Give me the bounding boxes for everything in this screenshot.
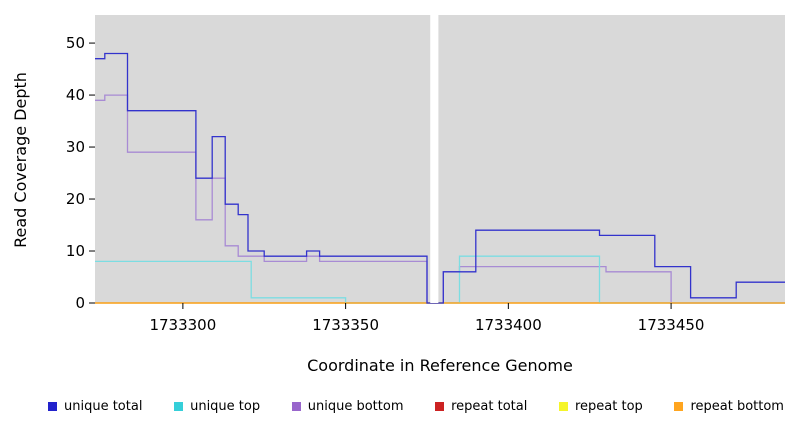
legend-label: repeat bottom: [690, 399, 784, 414]
legend-item-repeat-total: repeat total: [435, 399, 527, 414]
y-tick-label: 20: [66, 190, 85, 208]
plot-layers: 0 10 20 30 40 50 1733300 1733350 1733400 1733450: [66, 15, 785, 334]
legend-swatch-repeat-total: [435, 402, 445, 411]
y-tick-label: 40: [66, 86, 85, 104]
y-tick-label: 50: [66, 34, 85, 52]
x-axis-title: Coordinate in Reference Genome: [307, 356, 573, 375]
legend-swatch-unique-total: [48, 402, 57, 411]
plot-panel: [95, 15, 785, 303]
legend-label: repeat top: [575, 399, 643, 414]
y-tick-label: 30: [66, 138, 85, 156]
y-tick-label: 10: [66, 242, 85, 260]
legend-swatch-repeat-top: [559, 402, 568, 411]
series-unique-total-line: [95, 52, 785, 304]
y-tick-label: 0: [75, 294, 85, 312]
x-tick-label: 1733450: [638, 316, 705, 334]
legend-item-repeat-top: repeat top: [559, 399, 643, 414]
plot-legend: unique total unique top unique bottom repea…: [48, 399, 784, 414]
coverage-gap-band: [430, 15, 439, 303]
x-tick-label: 1733300: [149, 316, 216, 334]
legend-swatch-unique-bottom: [291, 402, 301, 411]
legend-label: repeat total: [451, 399, 528, 414]
legend-item-repeat-bottom: repeat bottom: [674, 399, 784, 414]
series-unique-bottom-line: [95, 94, 785, 304]
x-tick-label: 1733400: [475, 316, 542, 334]
legend-item-unique-bottom: unique bottom: [291, 399, 404, 414]
legend-item-unique-top: unique top: [174, 399, 260, 414]
legend-label: unique bottom: [307, 399, 404, 414]
legend-label: unique top: [190, 399, 261, 414]
legend-label: unique total: [64, 399, 143, 414]
y-axis-title: Read Coverage Depth: [11, 72, 30, 248]
legend-swatch-repeat-bottom: [674, 402, 684, 411]
legend-item-unique-total: unique total: [48, 399, 142, 414]
legend-swatch-unique-top: [174, 402, 184, 411]
x-tick-label: 1733350: [312, 316, 379, 334]
